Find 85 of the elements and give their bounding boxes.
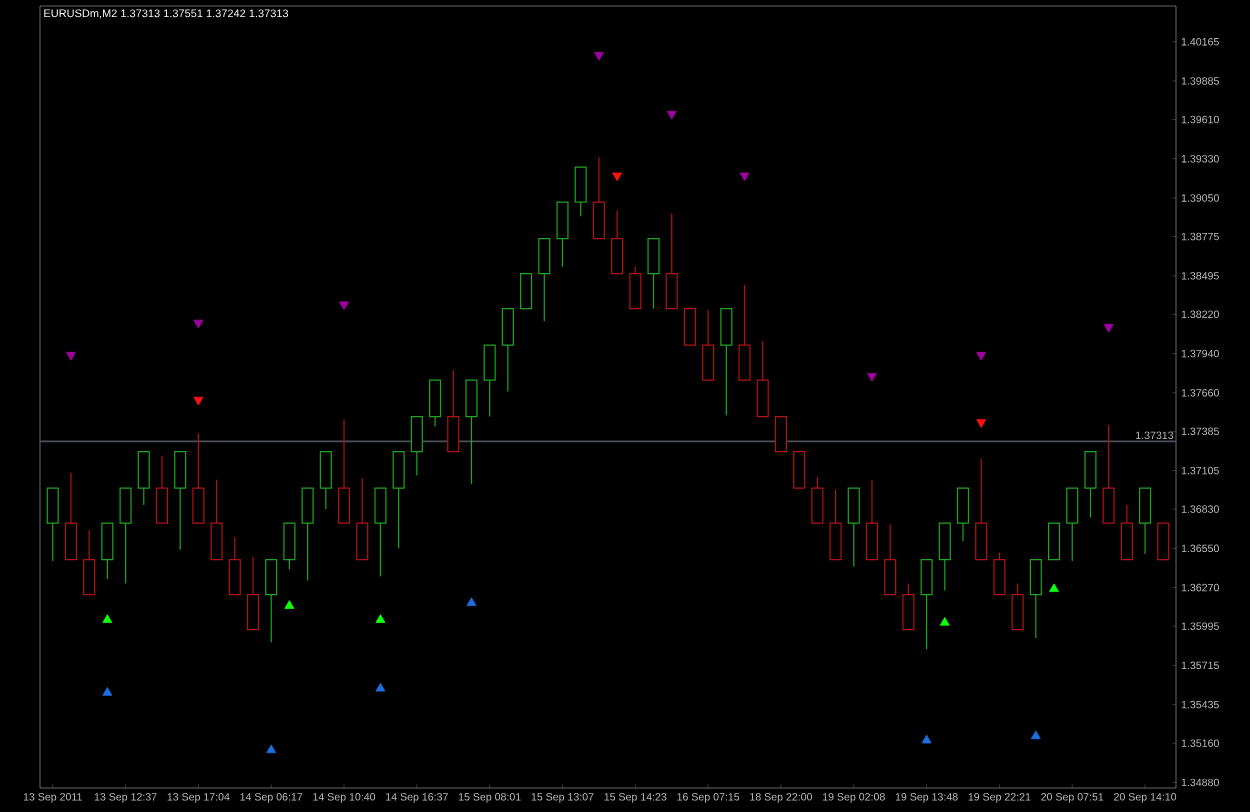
candlestick: [356, 477, 369, 561]
candlestick: [246, 556, 260, 631]
candlestick: [210, 479, 223, 561]
candlestick: [629, 266, 642, 310]
candlestick: [811, 476, 824, 524]
candlestick: [46, 487, 59, 562]
point: [193, 396, 204, 406]
candlestick: [702, 309, 715, 381]
candlestick: [956, 487, 970, 542]
candlestick: [884, 523, 897, 596]
candlestick: [938, 522, 951, 591]
point: [193, 319, 204, 329]
candlestick: [392, 451, 405, 549]
point: [466, 597, 477, 607]
candlestick: [793, 451, 806, 489]
candlestick: [1029, 558, 1042, 639]
candlestick: [1120, 504, 1133, 561]
candlestick: [265, 558, 278, 643]
candlestick: [538, 238, 551, 322]
candlestick: [556, 201, 569, 268]
point: [102, 614, 113, 623]
point: [612, 172, 623, 182]
candlestick: [738, 284, 751, 381]
point: [921, 734, 932, 744]
candlestick: [1139, 487, 1152, 555]
candlestick: [847, 487, 860, 568]
candlestick: [683, 308, 696, 346]
candlestick: [410, 416, 423, 477]
candlestick: [665, 212, 678, 310]
candlestick: [1157, 522, 1170, 561]
candlestick: [374, 487, 387, 577]
point: [594, 52, 604, 61]
point: [375, 682, 386, 692]
candlestick: [774, 416, 788, 453]
point: [66, 351, 76, 361]
point: [284, 600, 295, 609]
candlestick: [319, 451, 332, 510]
point: [266, 744, 277, 754]
candlestick: [64, 472, 78, 561]
candlestick: [865, 479, 879, 561]
candlestick: [192, 432, 205, 524]
candlestick: [428, 379, 442, 428]
candlestick: [1047, 522, 1061, 561]
candlestick: [137, 451, 150, 506]
candlestick: [101, 522, 114, 580]
point: [1030, 730, 1041, 740]
point: [375, 614, 386, 623]
point: [339, 301, 349, 311]
candlestick: [119, 487, 132, 584]
point: [1103, 323, 1114, 333]
point: [1049, 583, 1059, 592]
candlestick: [174, 451, 187, 551]
candlestick: [1084, 451, 1097, 519]
candlestick: [228, 536, 241, 596]
candlestick: [920, 558, 933, 650]
candlestick: [283, 522, 296, 570]
candlestick: [829, 488, 842, 561]
candlestick: [592, 156, 605, 240]
candlestick: [1011, 582, 1024, 631]
candlestick: [1102, 424, 1115, 524]
candlestick: [447, 369, 460, 453]
point: [666, 110, 677, 120]
candlestick: [155, 455, 169, 524]
candlestick: [756, 340, 769, 418]
candlestick: [501, 308, 514, 392]
point: [102, 687, 113, 696]
candlestick: [520, 273, 533, 310]
candlestick: [975, 458, 988, 561]
candlestick: [902, 582, 915, 631]
candlestick: [465, 379, 478, 485]
candlestick: [301, 487, 314, 582]
candlestick: [574, 166, 587, 217]
point: [976, 351, 987, 361]
candlestick: [483, 344, 496, 418]
candlestick: [993, 551, 1006, 596]
candlestick: [337, 418, 351, 524]
point: [739, 172, 750, 182]
point: [939, 617, 950, 626]
point: [976, 419, 987, 428]
candlestick: [720, 308, 733, 416]
candlestick: [1066, 487, 1079, 562]
candlestick: [647, 238, 660, 310]
point: [867, 372, 877, 382]
candlestick: [611, 210, 624, 275]
candlestick: [83, 529, 96, 596]
